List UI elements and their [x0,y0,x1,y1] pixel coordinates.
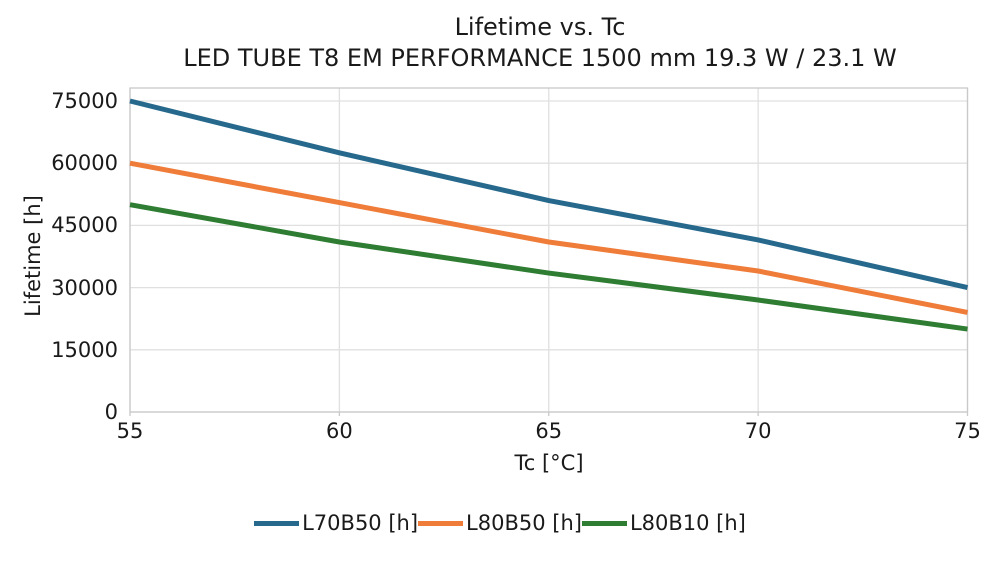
x-axis-title: Tc [°C] [514,451,584,475]
y-tick-label: 45000 [51,213,118,238]
x-tick-label: 65 [535,419,563,443]
y-tick-label: 15000 [51,337,118,362]
x-tick-label: 60 [326,419,353,443]
title-block: Lifetime vs. Tc LED TUBE T8 EM PERFORMAN… [100,12,980,74]
legend-swatch-icon [581,520,627,526]
series-line-l70b50 [129,98,969,291]
series-line-l80b50 [129,160,968,315]
x-tick-label: 55 [116,419,144,443]
y-tick-label: 75000 [51,89,118,113]
legend-item: L70B50 [h] [254,510,418,536]
legend-series-label: L80B10 [h] [629,511,746,535]
legend-series-label: L80B50 [h] [466,511,582,535]
chart-title: Lifetime vs. Tc [454,13,626,41]
x-tick-label: 75 [954,419,981,443]
y-tick-label: 0 [104,400,118,424]
series-line-l80b10 [129,202,968,332]
legend-item: L80B50 [h] [418,510,582,536]
legend-series-label: L70B50 [h] [302,511,419,535]
y-tick-label: 60000 [51,151,118,176]
legend-swatch-icon [254,520,300,526]
legend-item: L80B10 [h] [581,510,746,536]
x-tick-label: 70 [744,419,772,443]
y-tick-label: 30000 [51,275,118,300]
legend-swatch-icon [418,520,464,526]
legend: L70B50 [h] L80B50 [h] L80B10 [h] [0,510,1000,536]
chart-subtitle: LED TUBE T8 EM PERFORMANCE 1500 mm 19.3 … [183,44,897,72]
